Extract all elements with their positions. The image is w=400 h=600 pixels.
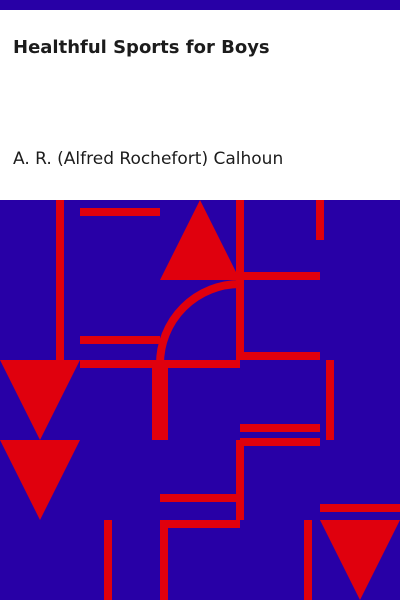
down-arrow-shape <box>0 440 80 520</box>
pattern-bar <box>80 336 160 344</box>
pattern-bar <box>80 208 160 216</box>
cover-pattern-svg <box>0 200 400 600</box>
pattern-bar <box>240 424 320 432</box>
pattern-bar <box>160 494 240 502</box>
up-arrow-shape <box>160 200 240 280</box>
cover-header: Healthful Sports for Boys A. R. (Alfred … <box>0 10 400 200</box>
down-arrow-shape <box>320 520 400 600</box>
pattern-bar <box>316 200 324 240</box>
down-arrow-shape <box>0 360 80 440</box>
pattern-bar <box>56 200 64 370</box>
book-author: A. R. (Alfred Rochefort) Calhoun <box>13 149 284 169</box>
pattern-bar <box>320 504 400 512</box>
book-title: Healthful Sports for Boys <box>13 37 270 58</box>
pattern-bar <box>236 440 244 520</box>
pattern-bar <box>304 520 312 600</box>
pattern-bar <box>152 368 168 440</box>
curved-connector <box>156 280 241 365</box>
pattern-bar <box>160 520 168 600</box>
pattern-bar <box>104 520 112 600</box>
pattern-shapes <box>0 200 400 600</box>
pattern-bar <box>240 272 320 280</box>
top-color-strip <box>0 0 400 10</box>
cover-artwork <box>0 200 400 600</box>
pattern-bar <box>240 352 320 360</box>
pattern-bar <box>326 360 334 440</box>
pattern-bar <box>240 438 320 446</box>
pattern-bar <box>160 520 240 528</box>
